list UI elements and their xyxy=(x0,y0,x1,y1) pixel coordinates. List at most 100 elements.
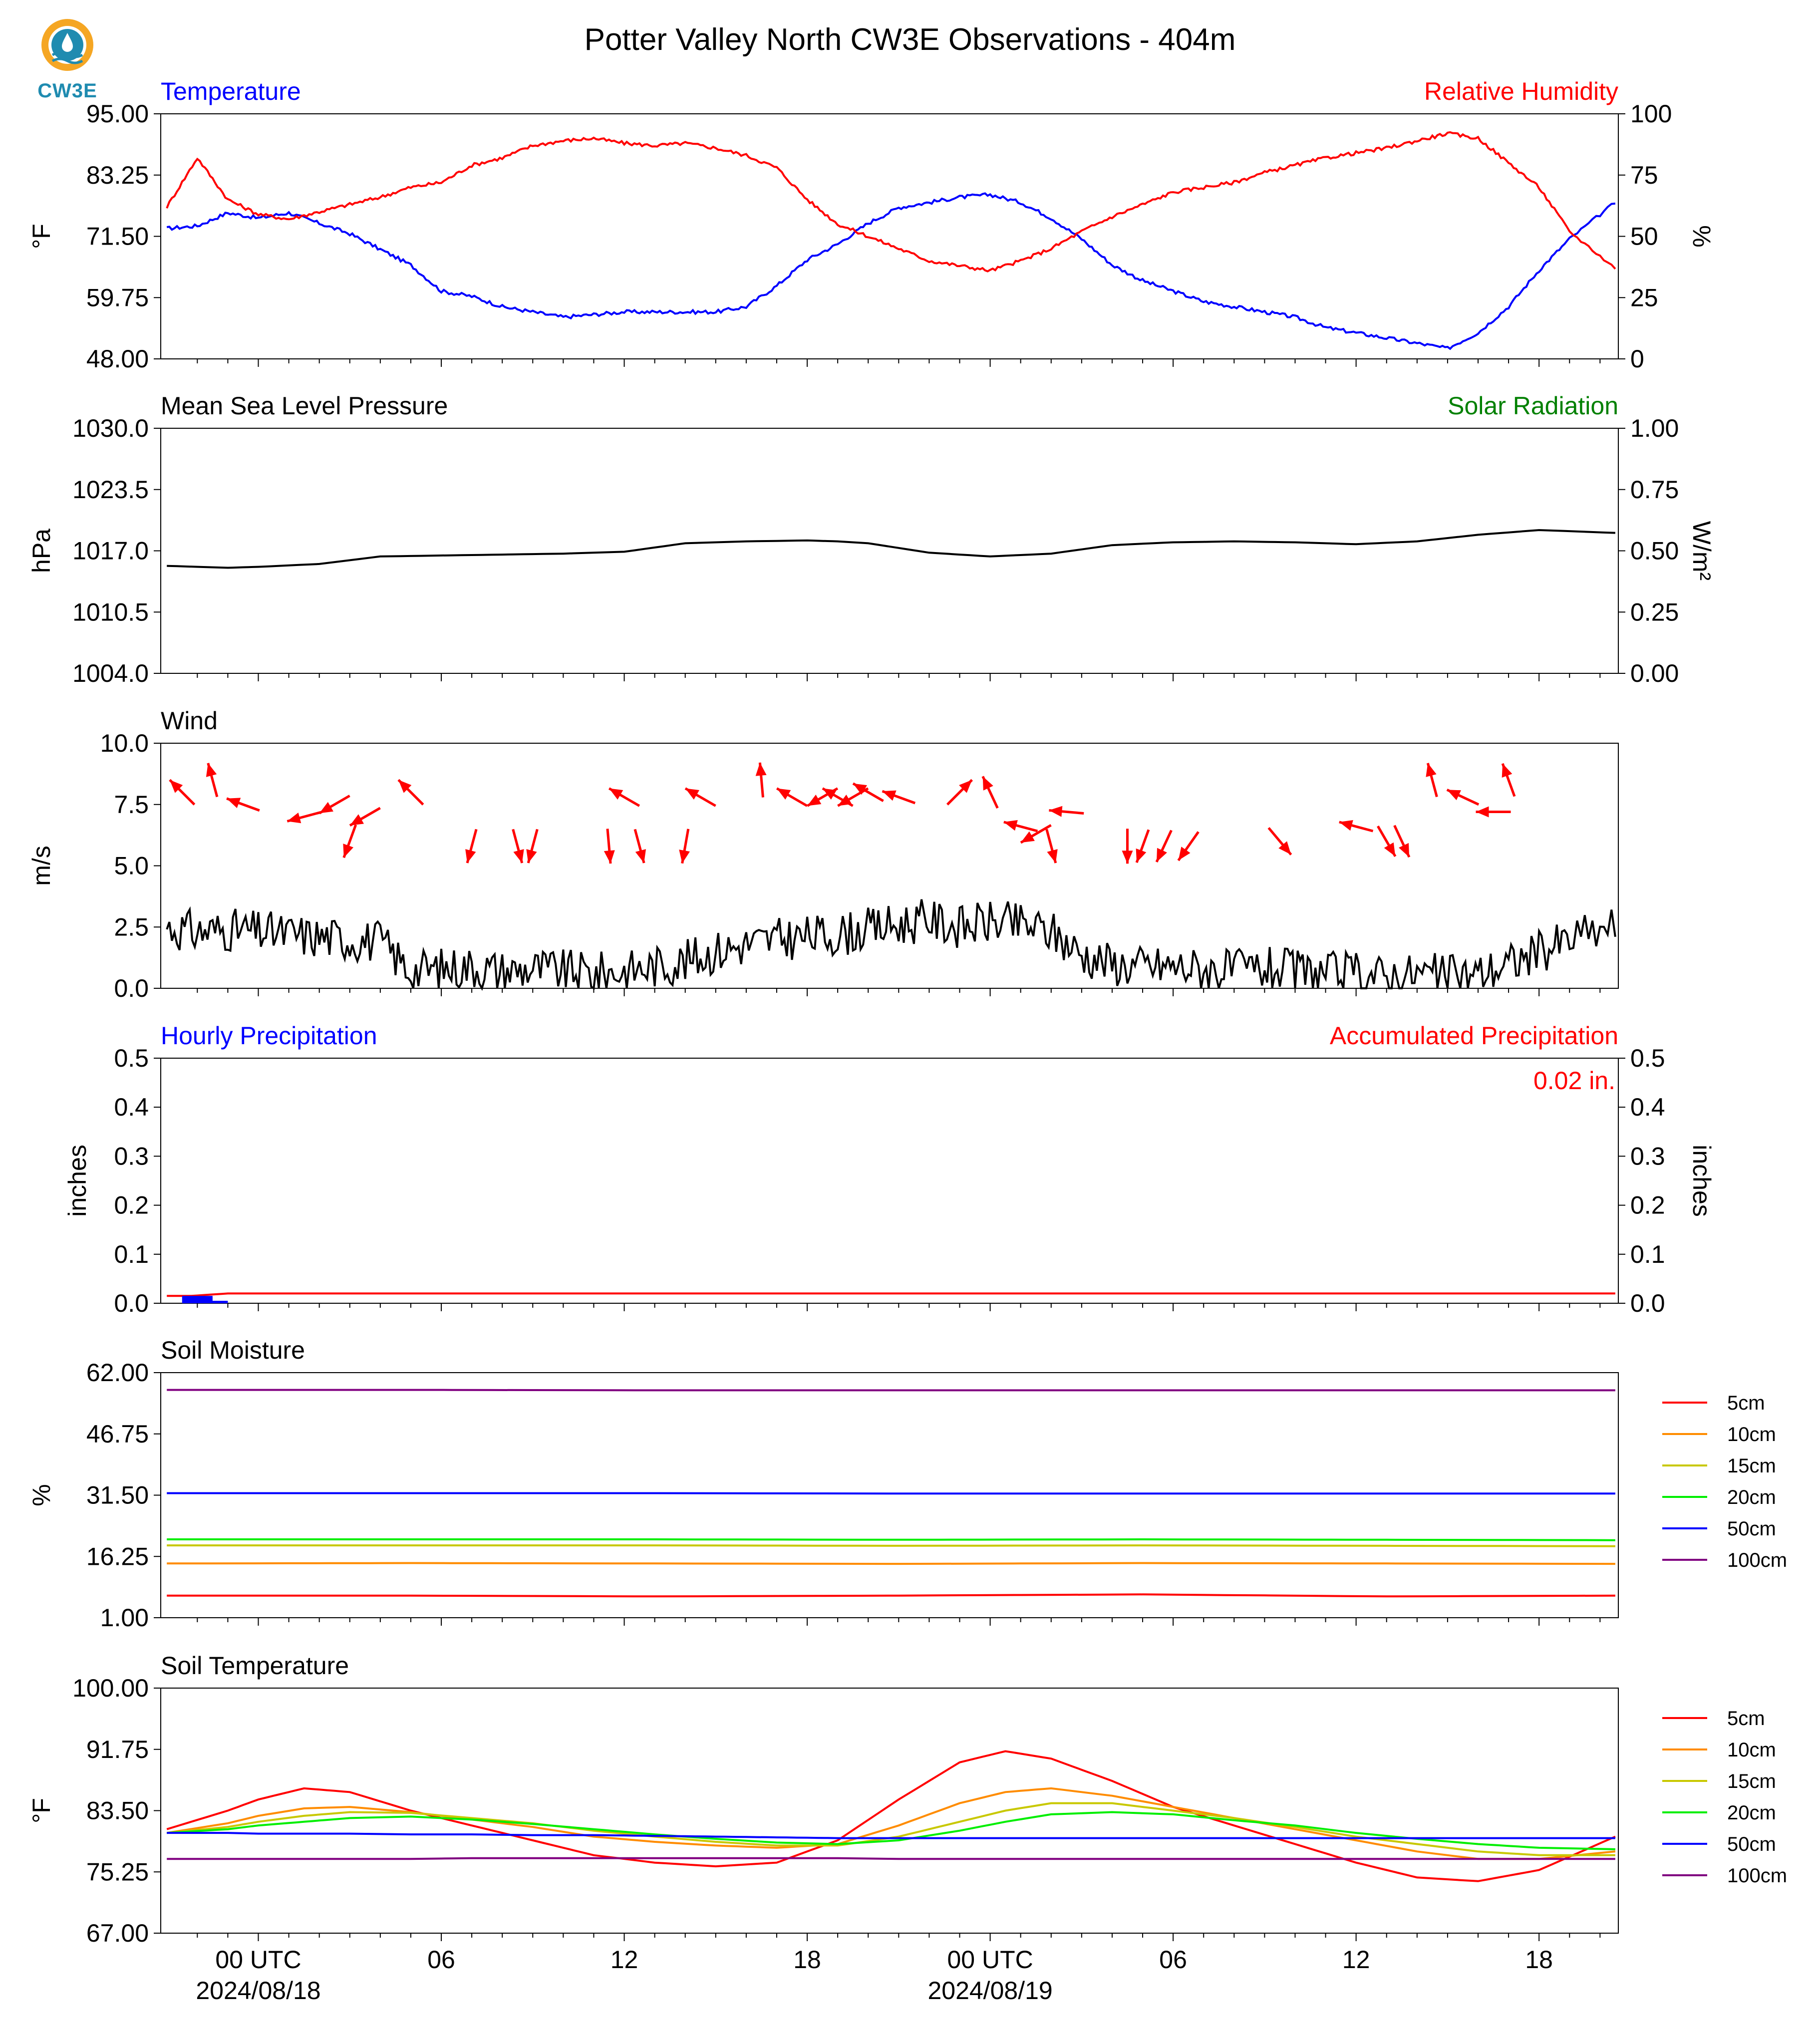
y-tick-label-right: 25 xyxy=(1630,284,1658,311)
series-line-mean-sea-level-pressure xyxy=(167,529,1615,569)
wind-arrow xyxy=(206,763,219,798)
panel-title-left: Mean Sea Level Pressure xyxy=(161,392,448,420)
y-axis-label-left: hPa xyxy=(27,529,55,573)
wind-arrow-head xyxy=(685,788,699,800)
panel-title-left: Soil Moisture xyxy=(161,1336,305,1364)
wind-arrow-head xyxy=(398,780,412,793)
x-tick-label: 06 xyxy=(1159,1946,1187,1974)
panel-frame xyxy=(160,1058,1619,1304)
y-axis-label-right: inches xyxy=(1688,1145,1716,1217)
series-line-20cm xyxy=(167,1538,1615,1541)
y-axis-label-left: °F xyxy=(27,1798,55,1823)
y-tick-label-right: 0.4 xyxy=(1630,1093,1665,1121)
wind-arrow-head xyxy=(1049,806,1063,817)
panel-title-left: Soil Temperature xyxy=(161,1652,349,1680)
legend-label: 5cm xyxy=(1727,1708,1765,1730)
x-tick-label: 12 xyxy=(610,1946,638,1974)
y-axis-label-left: °F xyxy=(27,224,55,249)
wind-arrow-head xyxy=(287,813,302,824)
y-tick-label-left: 0.2 xyxy=(114,1191,149,1219)
wind-arrow-head xyxy=(1476,806,1489,818)
wind-arrow xyxy=(287,811,321,824)
panel-title-right: Accumulated Precipitation xyxy=(1330,1022,1618,1050)
y-axis-label-left: m/s xyxy=(27,846,55,886)
wind-arrow xyxy=(1426,763,1438,798)
y-tick-label-left: 0.5 xyxy=(114,1044,149,1072)
y-axis-label-left: inches xyxy=(63,1145,91,1217)
soil-legend: 5cm 10cm 15cm 20cm 50cm 100cm xyxy=(1662,1392,1787,1571)
wind-arrow xyxy=(604,829,615,864)
series-line-15cm xyxy=(167,1544,1615,1547)
wind-arrow-head xyxy=(609,788,623,800)
wind-arrow xyxy=(1045,829,1058,864)
wind-arrow-head xyxy=(465,849,476,864)
panel-title-left: Wind xyxy=(161,707,218,735)
wind-arrow-head xyxy=(853,783,867,795)
wind-arrow xyxy=(349,807,381,827)
series-line-15cm xyxy=(167,1802,1615,1856)
panel-1: Temperature Relative Humidity 95.00 83.25 71… xyxy=(27,77,1716,373)
y-axis-label-left: % xyxy=(27,1484,55,1506)
wind-arrow-head xyxy=(1384,842,1396,857)
wind-arrow-head xyxy=(1047,849,1058,864)
wind-arrow xyxy=(1501,763,1516,797)
wind-arrow xyxy=(512,829,524,864)
wind-arrow xyxy=(679,829,690,864)
wind-arrow-head xyxy=(1136,848,1147,863)
wind-arrow xyxy=(1049,806,1084,817)
wind-arrow xyxy=(1476,806,1511,818)
wind-arrow-head xyxy=(227,798,241,809)
wind-arrow-head xyxy=(959,780,972,793)
wind-arrow xyxy=(633,829,646,864)
legend-label: 100cm xyxy=(1727,1549,1787,1571)
series-line-50cm xyxy=(167,1492,1615,1495)
wind-arrow-head xyxy=(1020,831,1035,843)
wind-arrow xyxy=(1135,829,1150,863)
y-axis-label-right: % xyxy=(1688,225,1716,247)
panel-frame xyxy=(160,113,1619,359)
series-line-accumulated-precipitation xyxy=(167,1292,1615,1297)
wind-arrow-head xyxy=(807,794,822,806)
wind-arrow xyxy=(1003,820,1038,833)
series-line-5cm xyxy=(167,1593,1615,1598)
x-tick-label: 00 UTC xyxy=(947,1946,1033,1974)
wind-arrow xyxy=(1177,831,1200,862)
wind-arrow-head xyxy=(1399,843,1410,858)
y-tick-label-left: 1017.0 xyxy=(72,537,149,565)
series-line-10cm xyxy=(166,1787,1616,1860)
y-tick-label-left: 46.75 xyxy=(86,1420,149,1448)
y-tick-label-left: 5.0 xyxy=(114,852,149,880)
wind-arrow xyxy=(1339,820,1374,833)
y-tick-label-left: 7.5 xyxy=(114,791,149,819)
wind-arrow-head xyxy=(1339,820,1353,831)
panel-title-left: Temperature xyxy=(161,77,301,105)
wind-arrow-head xyxy=(170,780,183,793)
hourly-precip-bar xyxy=(197,1301,228,1303)
wind-arrow-head xyxy=(1122,851,1133,864)
y-tick-label-left: 48.00 xyxy=(86,345,149,373)
x-tick-label: 00 UTC xyxy=(215,1946,301,1974)
wind-arrow xyxy=(1122,829,1133,864)
y-tick-label-right: 0.1 xyxy=(1630,1240,1665,1268)
y-tick-label-left: 75.25 xyxy=(86,1858,149,1886)
accumulated-precip-annotation: 0.02 in. xyxy=(1533,1067,1615,1095)
wind-arrow xyxy=(755,762,767,798)
x-tick-label: 06 xyxy=(427,1946,455,1974)
y-tick-label-left: 83.25 xyxy=(86,161,149,189)
wind-arrow xyxy=(397,779,424,806)
panel-frame xyxy=(160,743,1619,989)
wind-arrow-head xyxy=(343,844,354,858)
wind-arrow xyxy=(946,779,973,806)
y-tick-label-right: 0.00 xyxy=(1630,659,1679,687)
series-line-temperature xyxy=(166,192,1616,350)
series-line-20cm xyxy=(167,1811,1615,1850)
panel-3: Wind 10.0 7.5 5.0 2.5 0.0 m/s xyxy=(27,707,1619,1002)
legend-label: 20cm xyxy=(1727,1802,1776,1824)
wind-arrow-head xyxy=(604,850,615,864)
wind-arrow xyxy=(1020,824,1052,844)
x-tick-label: 18 xyxy=(793,1946,821,1974)
legend-label: 15cm xyxy=(1727,1770,1776,1792)
wind-arrow-head xyxy=(319,802,333,814)
wind-arrow xyxy=(684,787,716,807)
